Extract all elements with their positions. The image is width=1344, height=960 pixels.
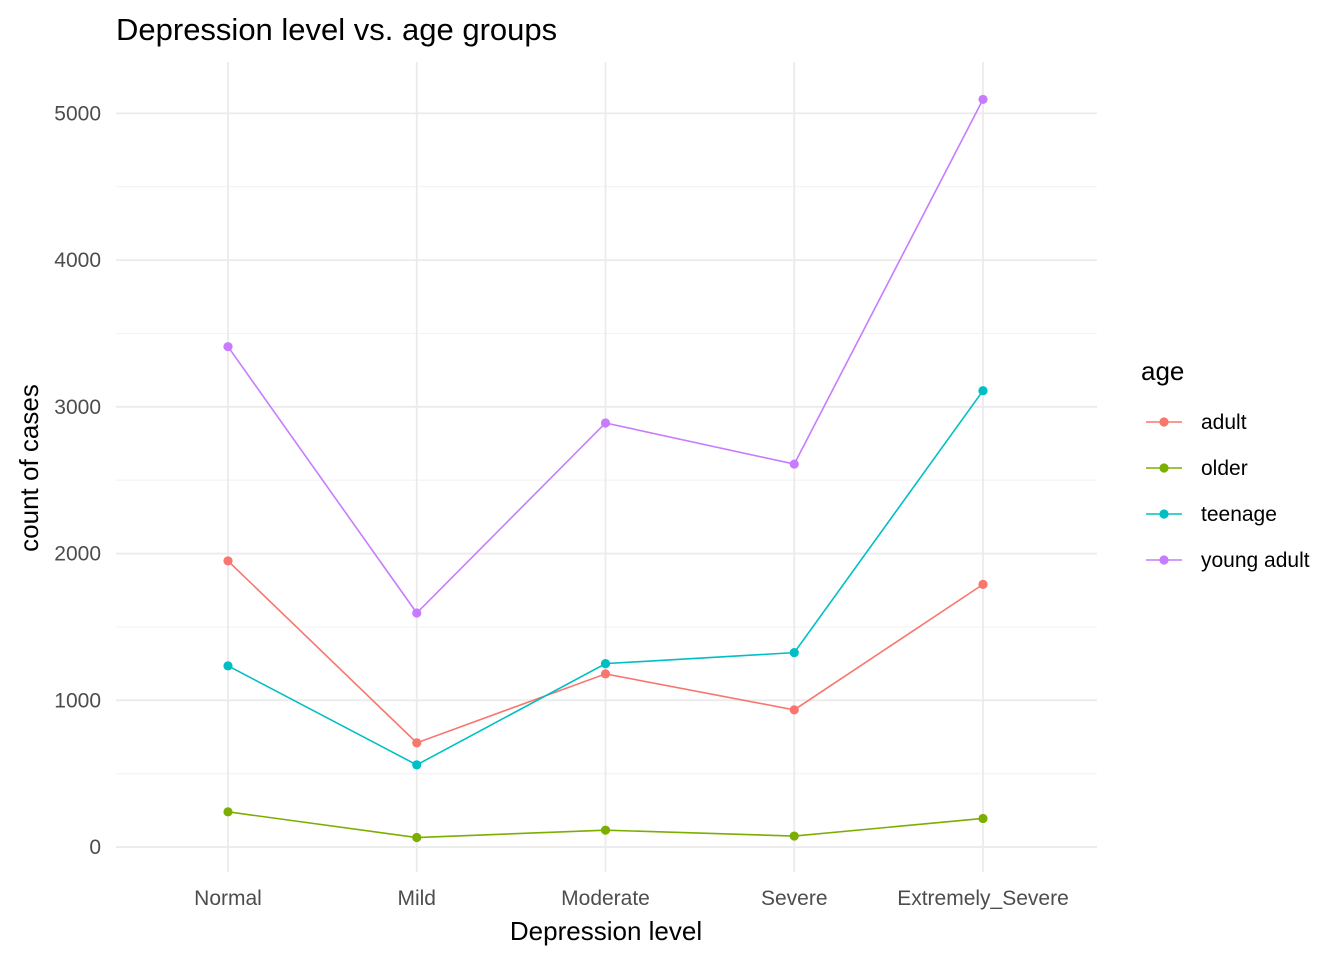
- x-tick-label: Severe: [761, 887, 828, 910]
- x-tick-label: Extremely_Severe: [897, 887, 1069, 910]
- data-point-teenage: [412, 760, 421, 769]
- x-tick-label: Normal: [194, 887, 262, 910]
- x-axis-title: Depression level: [510, 916, 702, 946]
- x-tick-label: Mild: [397, 887, 436, 910]
- legend-title: age: [1141, 356, 1184, 386]
- chart-title: Depression level vs. age groups: [116, 12, 557, 47]
- data-point-adult: [790, 705, 799, 714]
- data-point-older: [223, 807, 232, 816]
- y-axis-title: count of cases: [14, 384, 44, 552]
- legend-key-point: [1159, 555, 1168, 564]
- data-point-young-adult: [790, 459, 799, 468]
- y-tick-label: 2000: [54, 543, 101, 566]
- data-point-teenage: [601, 659, 610, 668]
- data-point-adult: [978, 580, 987, 589]
- legend-key-point: [1159, 463, 1168, 472]
- data-point-adult: [223, 556, 232, 565]
- y-tick-label: 0: [89, 836, 101, 859]
- data-point-young-adult: [223, 342, 232, 351]
- legend: adult older teenage young adult: [1146, 411, 1310, 572]
- data-point-adult: [412, 738, 421, 747]
- data-point-young-adult: [412, 608, 421, 617]
- x-tick-label: Moderate: [561, 887, 650, 910]
- legend-key-young-adult: [1146, 555, 1182, 564]
- data-point-older: [601, 826, 610, 835]
- data-point-teenage: [790, 648, 799, 657]
- y-tick-label: 3000: [54, 396, 101, 419]
- legend-label: teenage: [1201, 503, 1277, 526]
- y-tick-label: 4000: [54, 249, 101, 272]
- legend-label: adult: [1201, 411, 1247, 434]
- plot-grid: [116, 62, 1097, 872]
- data-point-teenage: [978, 386, 987, 395]
- x-axis-ticks: Normal Mild Moderate Severe Extremely_Severe: [194, 887, 1069, 910]
- data-point-adult: [601, 669, 610, 678]
- y-axis-ticks: 0 1000 2000 3000 4000 5000: [54, 102, 101, 859]
- legend-label: older: [1201, 457, 1248, 480]
- legend-key-point: [1159, 509, 1168, 518]
- data-point-young-adult: [978, 95, 987, 104]
- legend-key-older: [1146, 463, 1182, 472]
- legend-label: young adult: [1201, 549, 1310, 572]
- data-point-young-adult: [601, 418, 610, 427]
- data-point-teenage: [223, 661, 232, 670]
- legend-key-adult: [1146, 417, 1182, 426]
- data-point-older: [978, 814, 987, 823]
- y-tick-label: 1000: [54, 689, 101, 712]
- data-point-older: [412, 833, 421, 842]
- legend-key-teenage: [1146, 509, 1182, 518]
- data-point-older: [790, 831, 799, 840]
- legend-key-point: [1159, 417, 1168, 426]
- y-tick-label: 5000: [54, 102, 101, 125]
